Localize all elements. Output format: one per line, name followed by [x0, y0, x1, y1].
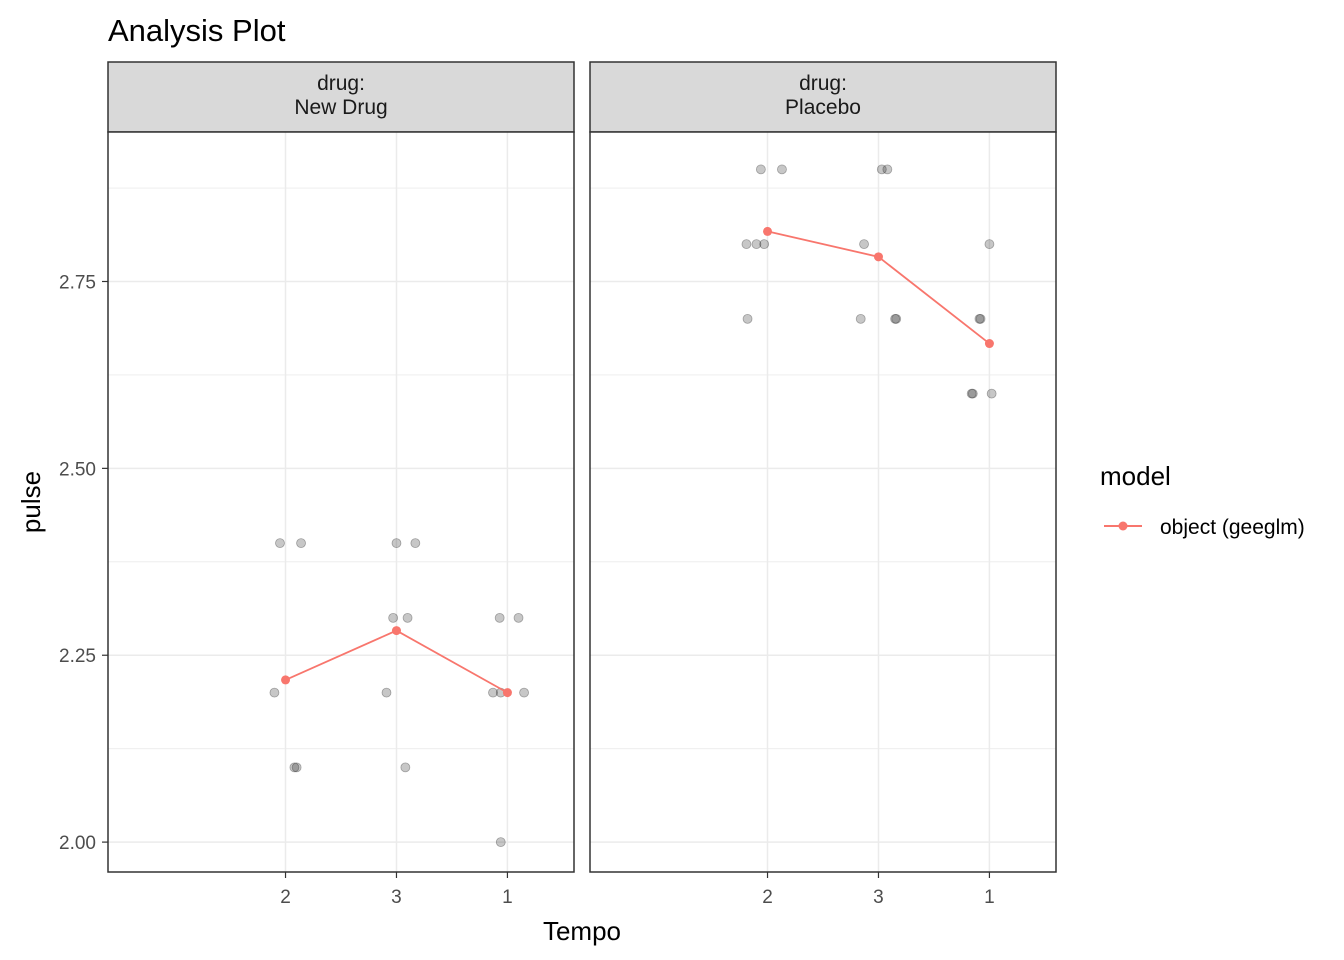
- y-axis: 2.00 2.25 2.50 2.75: [59, 272, 108, 854]
- raw-data-point: [410, 538, 421, 549]
- legend-title: model: [1100, 461, 1171, 491]
- model-series-point: [281, 675, 291, 685]
- x-tick-label: 2: [762, 887, 773, 908]
- y-tick-label: 2.75: [59, 272, 96, 293]
- model-series-point: [502, 688, 512, 698]
- facet-strip-label: Placebo: [785, 96, 861, 119]
- legend-entry-label: object (geeglm): [1160, 516, 1305, 539]
- raw-data-point: [755, 164, 766, 175]
- x-tick-label: 1: [984, 887, 995, 908]
- y-axis-title: pulse: [16, 471, 46, 533]
- panel-background: [108, 132, 574, 872]
- raw-data-point: [275, 538, 285, 549]
- raw-data-point: [291, 762, 302, 773]
- raw-data-point: [289, 762, 300, 773]
- raw-data-point: [974, 313, 985, 324]
- x-tick-label: 2: [280, 887, 291, 908]
- model-series-point: [391, 626, 401, 636]
- facet-panel-new-drug: drug:New Drug: [107, 61, 575, 873]
- raw-data-point: [882, 164, 893, 175]
- raw-data-point: [388, 612, 399, 623]
- raw-data-point: [741, 239, 752, 250]
- facet-strip-label: drug:: [799, 72, 847, 95]
- raw-data-point: [966, 388, 977, 399]
- facet-strip-label: New Drug: [294, 96, 387, 119]
- raw-data-point: [269, 687, 280, 698]
- raw-data-point: [296, 538, 306, 549]
- raw-data-point: [402, 612, 413, 623]
- panel-border: [107, 131, 575, 873]
- raw-data-point: [967, 388, 978, 399]
- model-series-point: [984, 339, 994, 349]
- legend: model object (geeglm): [1100, 461, 1305, 539]
- model-series-point: [873, 252, 883, 262]
- raw-data-point: [742, 313, 753, 324]
- raw-data-point: [495, 837, 506, 848]
- model-series-point: [763, 226, 773, 236]
- facet-strip: [589, 61, 1057, 133]
- raw-data-point: [759, 239, 770, 250]
- y-tick-label: 2.50: [59, 459, 96, 480]
- x-axis-title: Tempo: [543, 916, 621, 946]
- raw-data-point: [986, 388, 997, 399]
- x-tick-label: 3: [873, 887, 884, 908]
- x-tick-label: 3: [391, 887, 402, 908]
- y-tick-label: 2.00: [59, 833, 96, 854]
- raw-data-point: [859, 239, 869, 250]
- raw-data-point: [391, 538, 402, 549]
- x-tick-label: 1: [502, 887, 513, 908]
- facet-strip: [107, 61, 575, 133]
- raw-data-point: [400, 762, 411, 773]
- raw-data-point: [890, 313, 901, 324]
- chart-title: Analysis Plot: [108, 13, 286, 48]
- raw-data-point: [488, 687, 498, 698]
- raw-data-point: [777, 164, 787, 175]
- raw-data-point: [855, 313, 866, 324]
- panel-border: [589, 131, 1057, 873]
- facet-strip-label: drug:: [317, 72, 365, 95]
- y-tick-label: 2.25: [59, 646, 96, 667]
- raw-data-point: [381, 687, 392, 698]
- raw-data-point: [751, 239, 762, 250]
- legend-point-swatch: [1118, 521, 1128, 531]
- raw-data-point: [519, 687, 529, 698]
- raw-data-point: [876, 164, 887, 175]
- raw-data-point: [494, 612, 505, 623]
- facet-panel-placebo: drug:Placebo: [589, 61, 1057, 873]
- raw-data-point: [975, 313, 986, 324]
- raw-data-point: [984, 239, 995, 250]
- raw-data-point: [891, 313, 902, 324]
- raw-data-point: [513, 612, 524, 623]
- x-axis: 2 3 1 2 3 1: [280, 872, 995, 908]
